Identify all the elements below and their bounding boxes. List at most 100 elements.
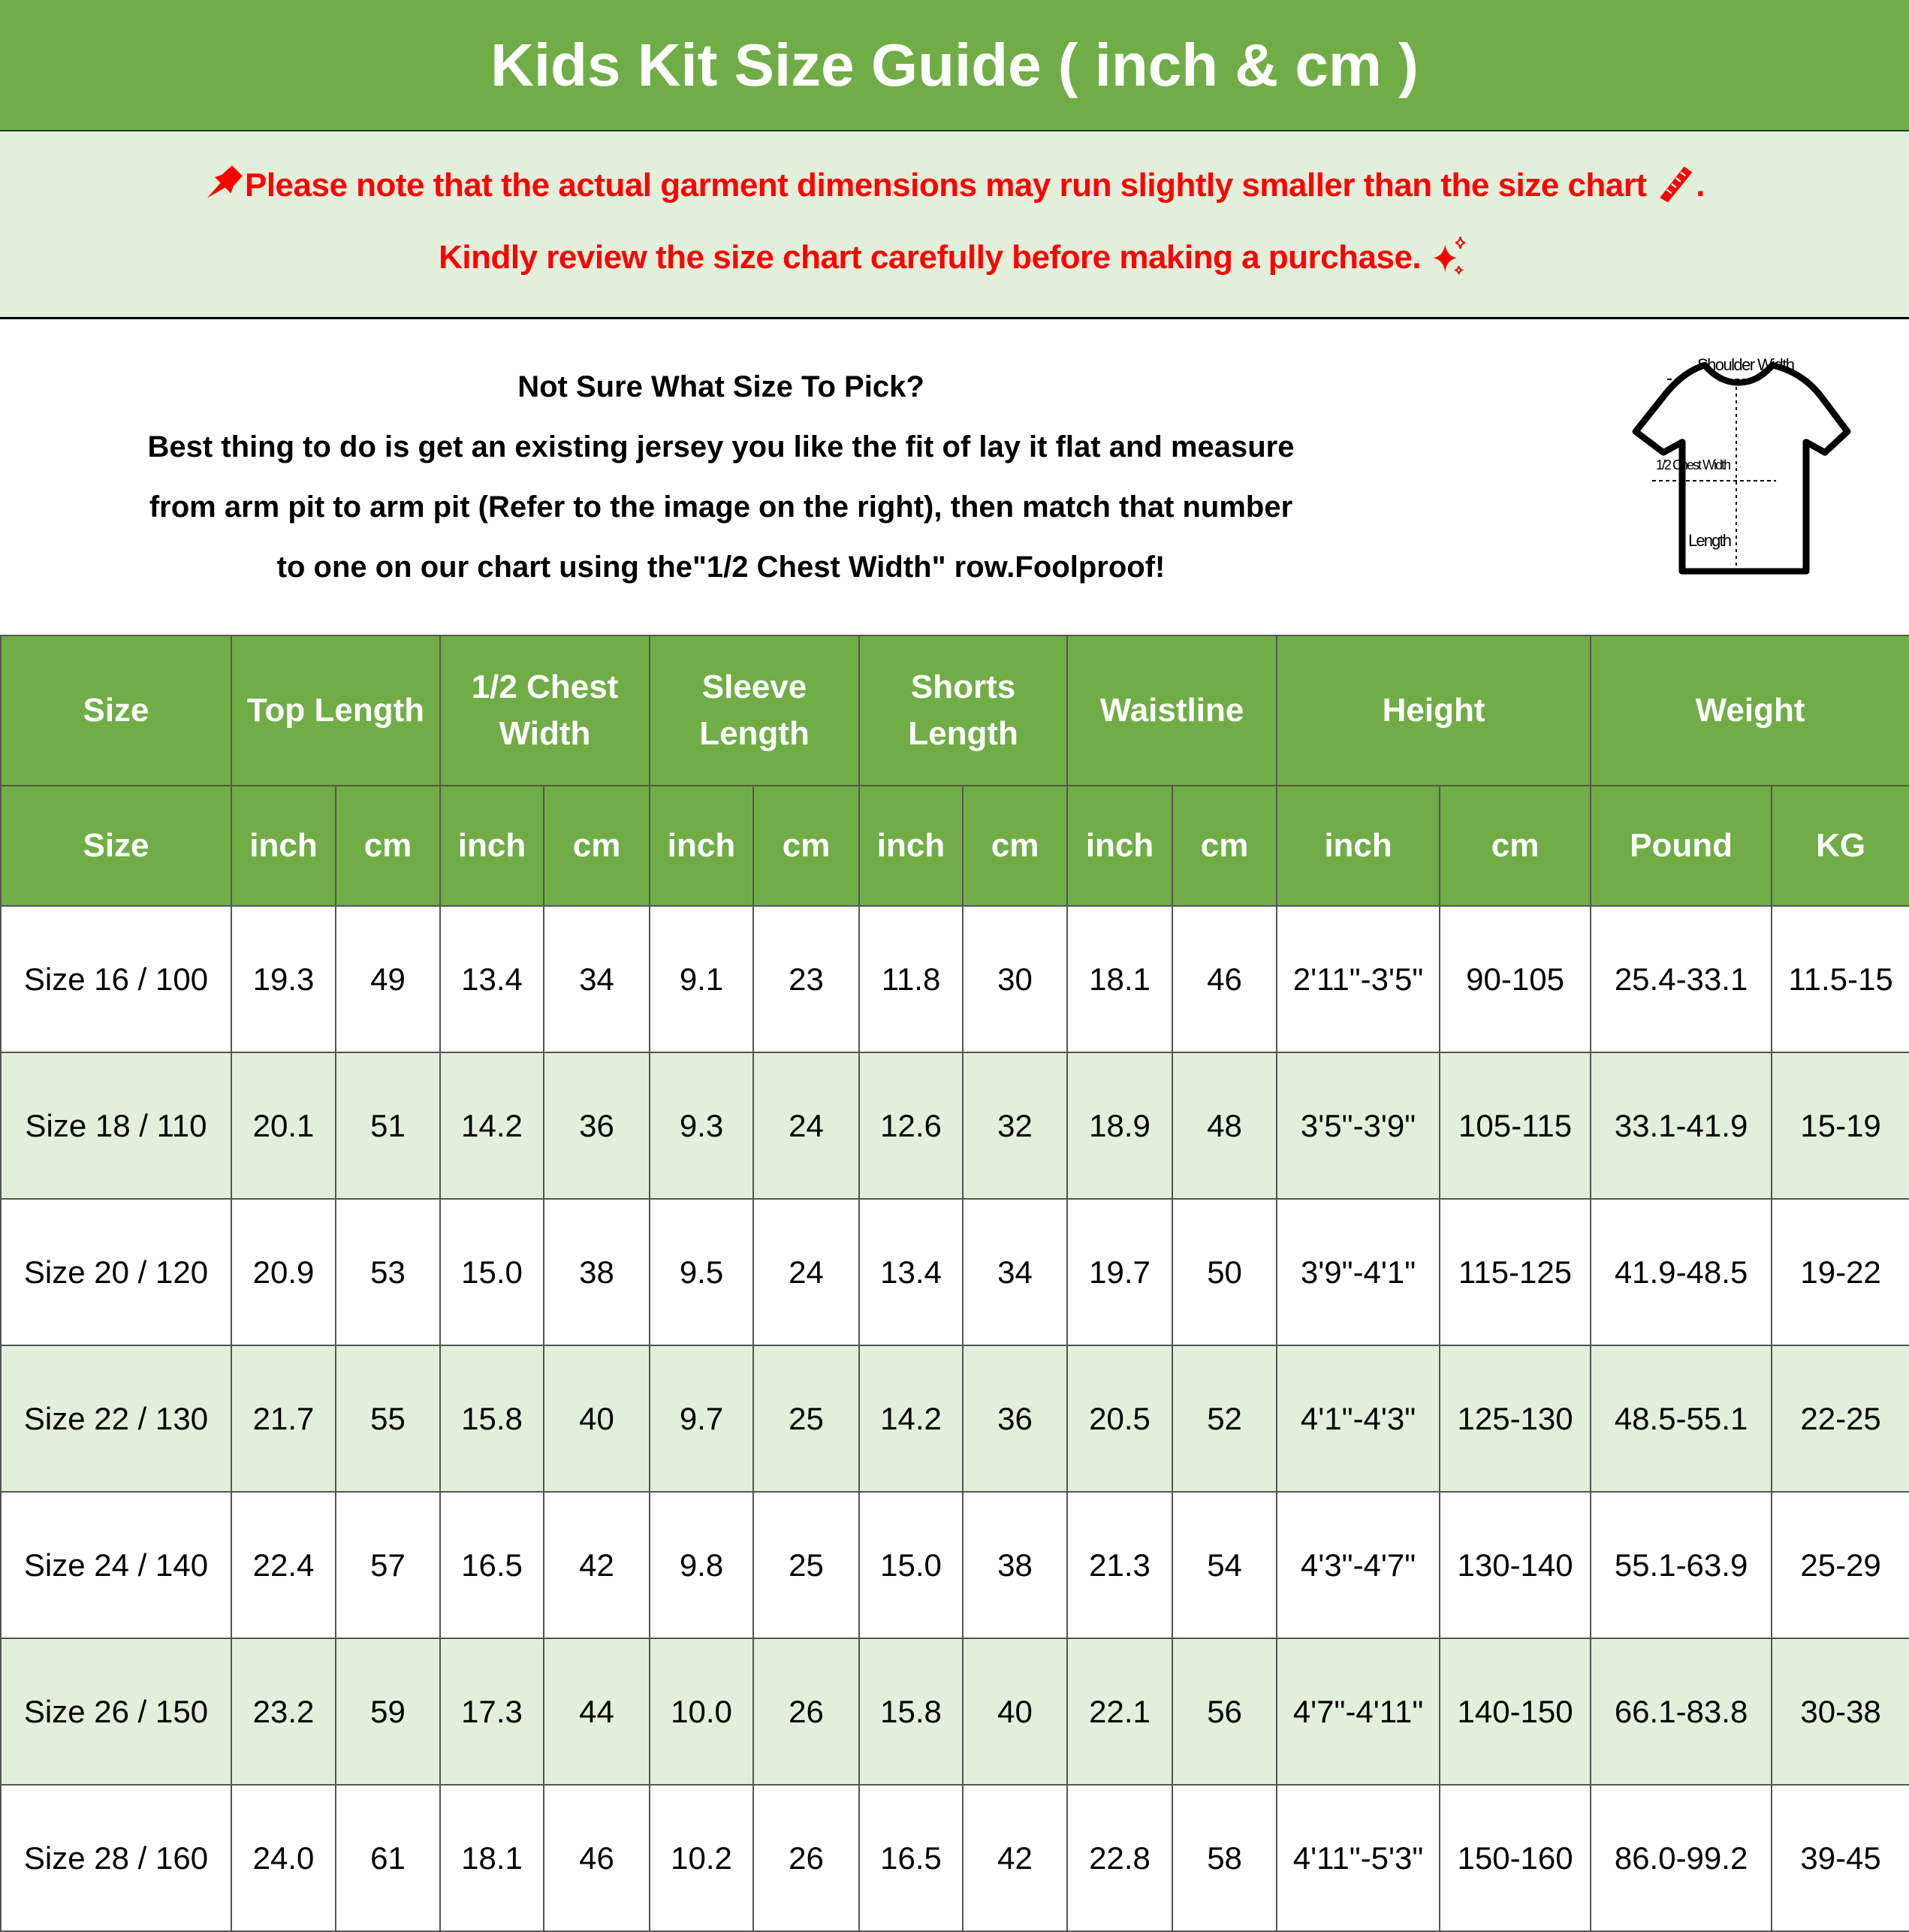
value-cell: 24 — [752, 1198, 861, 1346]
unit-header-cell: inch — [1066, 785, 1174, 907]
group-header-shorts-length: Shorts Length — [858, 635, 1069, 786]
value-cell: 16.5 — [858, 1784, 964, 1932]
value-cell: 20.5 — [1066, 1345, 1174, 1493]
unit-header-cell: cm — [334, 785, 442, 907]
value-cell: 57 — [334, 1491, 442, 1639]
notice-period: . — [1696, 167, 1705, 204]
value-cell: 90-105 — [1439, 905, 1592, 1053]
value-cell: 10.0 — [649, 1638, 755, 1786]
table-row: Size 18 / 110 20.1 51 14.2 36 9.3 24 12.6 32 18.9… — [0, 1052, 1909, 1200]
value-cell: 130-140 — [1439, 1491, 1592, 1639]
value-cell: 23 — [752, 905, 861, 1053]
value-cell: 40 — [962, 1638, 1069, 1786]
size-cell: Size 26 / 150 — [0, 1638, 232, 1786]
sizing-tip: Not Sure What Size To Pick? Best thing t… — [0, 319, 1909, 635]
value-cell: 3'9"-4'1" — [1276, 1198, 1441, 1346]
value-cell: 41.9-48.5 — [1590, 1198, 1773, 1346]
size-cell: Size 16 / 100 — [0, 905, 232, 1053]
tshirt-diagram: Shoulder Width 1/2 Chest Width Length — [1632, 355, 1851, 575]
value-cell: 26 — [752, 1784, 861, 1932]
value-cell: 30-38 — [1771, 1638, 1909, 1786]
value-cell: 14.2 — [858, 1345, 964, 1493]
unit-header-cell: KG — [1771, 785, 1909, 907]
value-cell: 9.8 — [649, 1491, 755, 1639]
value-cell: 2'11"-3'5" — [1276, 905, 1441, 1053]
value-cell: 32 — [962, 1052, 1069, 1200]
table-row: Size 26 / 150 23.2 59 17.3 44 10.0 26 15.8 40 22.… — [0, 1638, 1909, 1786]
value-cell: 11.5-15 — [1771, 905, 1909, 1053]
group-header-height: Height — [1276, 635, 1592, 786]
value-cell: 4'1"-4'3" — [1276, 1345, 1441, 1493]
value-cell: 18.1 — [439, 1784, 545, 1932]
value-cell: 22.4 — [231, 1491, 336, 1639]
unit-header-cell: inch — [231, 785, 336, 907]
value-cell: 15-19 — [1771, 1052, 1909, 1200]
group-header-row: Size Top Length 1/2 Chest Width Sleeve L… — [0, 635, 1909, 786]
group-header-sleeve-length: Sleeve Length — [649, 635, 861, 786]
length-label: Length — [1688, 531, 1732, 550]
size-cell: Size 20 / 120 — [0, 1198, 232, 1346]
value-cell: 125-130 — [1439, 1345, 1592, 1493]
table-row: Size 20 / 120 20.9 53 15.0 38 9.5 24 13.4 34 19.7… — [0, 1198, 1909, 1346]
value-cell: 9.1 — [649, 905, 755, 1053]
value-cell: 4'7"-4'11" — [1276, 1638, 1441, 1786]
value-cell: 56 — [1172, 1638, 1278, 1786]
size-cell: Size 18 / 110 — [0, 1052, 232, 1200]
value-cell: 25 — [752, 1491, 861, 1639]
value-cell: 4'3"-4'7" — [1276, 1491, 1441, 1639]
value-cell: 10.2 — [649, 1784, 755, 1932]
table-row: Size 22 / 130 21.7 55 15.8 40 9.7 25 14.2 36 20.5… — [0, 1345, 1909, 1493]
ruler-icon — [1660, 166, 1693, 203]
notice-line-2: Kindly review the size chart carefully b… — [439, 239, 1422, 276]
value-cell: 26 — [752, 1638, 861, 1786]
group-header-chest-width: 1/2 Chest Width — [439, 635, 651, 786]
value-cell: 51 — [334, 1052, 442, 1200]
value-cell: 3'5"-3'9" — [1276, 1052, 1441, 1200]
size-cell: Size 24 / 140 — [0, 1491, 232, 1639]
group-header-weight: Weight — [1590, 635, 1909, 786]
unit-header-cell: inch — [858, 785, 964, 907]
table-row: Size 24 / 140 22.4 57 16.5 42 9.8 25 15.0 38 21.3… — [0, 1491, 1909, 1639]
unit-header-cell: inch — [649, 785, 755, 907]
value-cell: 9.7 — [649, 1345, 755, 1493]
unit-header-row: Size inch cm inch cm inch cm inch cm inch cm inch cm… — [0, 785, 1909, 907]
value-cell: 61 — [334, 1784, 442, 1932]
value-cell: 36 — [543, 1052, 651, 1200]
table-row: Size 28 / 160 24.0 61 18.1 46 10.2 26 16.5 42 22.… — [0, 1784, 1909, 1932]
unit-header-cell: inch — [1276, 785, 1441, 907]
value-cell: 46 — [1172, 905, 1278, 1053]
table-row: Size 16 / 100 19.3 49 13.4 34 9.1 23 11.8 30 18.1… — [0, 905, 1909, 1053]
value-cell: 36 — [962, 1345, 1069, 1493]
unit-header-cell: Size — [0, 785, 232, 907]
value-cell: 66.1-83.8 — [1590, 1638, 1773, 1786]
value-cell: 42 — [962, 1784, 1069, 1932]
value-cell: 20.9 — [231, 1198, 336, 1346]
value-cell: 21.7 — [231, 1345, 336, 1493]
value-cell: 58 — [1172, 1784, 1278, 1932]
title-text: Kids Kit Size Guide ( inch & cm ) — [490, 31, 1419, 98]
value-cell: 23.2 — [231, 1638, 336, 1786]
value-cell: 25-29 — [1771, 1491, 1909, 1639]
value-cell: 115-125 — [1439, 1198, 1592, 1346]
value-cell: 22-25 — [1771, 1345, 1909, 1493]
value-cell: 19.3 — [231, 905, 336, 1053]
size-cell: Size 22 / 130 — [0, 1345, 232, 1493]
unit-header-cell: inch — [439, 785, 545, 907]
value-cell: 40 — [543, 1345, 651, 1493]
value-cell: 53 — [334, 1198, 442, 1346]
chest-width-label: 1/2 Chest Width — [1656, 457, 1731, 472]
value-cell: 17.3 — [439, 1638, 545, 1786]
notice-line-1: Please note that the actual garment dime… — [244, 167, 1647, 204]
value-cell: 19-22 — [1771, 1198, 1909, 1346]
group-header-waistline: Waistline — [1066, 635, 1278, 786]
value-cell: 12.6 — [858, 1052, 964, 1200]
value-cell: 55 — [334, 1345, 442, 1493]
group-header-size: Size — [0, 635, 232, 786]
value-cell: 140-150 — [1439, 1638, 1592, 1786]
value-cell: 25.4-33.1 — [1590, 905, 1773, 1053]
unit-header-cell: cm — [1439, 785, 1592, 907]
value-cell: 86.0-99.2 — [1590, 1784, 1773, 1932]
value-cell: 9.5 — [649, 1198, 755, 1346]
pushpin-icon — [207, 165, 243, 198]
value-cell: 13.4 — [858, 1198, 964, 1346]
